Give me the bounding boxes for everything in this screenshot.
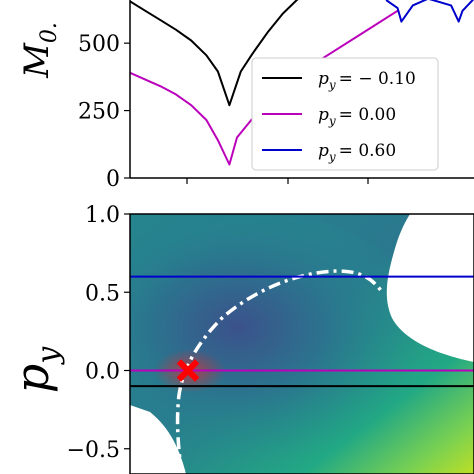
series-line: [130, 0, 299, 107]
ylabel-sub: y: [31, 346, 66, 366]
top-panel: M0. 0 250 500 py = − 0.10 py = 0.00 py = 0.60: [17, 0, 474, 192]
bottom-yticks: 1.0 0.5 0.0 −0.5: [67, 203, 130, 463]
legend-entry: py = − 0.10: [318, 69, 416, 92]
heatmap: [130, 214, 474, 474]
marker-x: [176, 359, 200, 382]
top-xticks: [186, 178, 369, 184]
top-ytick-label: 250: [78, 100, 120, 125]
legend-entry: py = 0.00: [318, 105, 396, 128]
legend-box: [251, 57, 439, 171]
ylabel-base: M: [17, 42, 57, 79]
legend: py = − 0.10 py = 0.00 py = 0.60: [251, 57, 439, 171]
heatmap-blank-top-right: [386, 214, 474, 362]
legend-entry: py = 0.60: [318, 141, 396, 164]
heatmap-blank-bottom-left: [130, 405, 186, 474]
ylabel-base: p: [5, 364, 59, 393]
bottom-ytick-label: −0.5: [67, 438, 120, 463]
bottom-ylabel-text: py: [5, 346, 66, 393]
top-yticks: 0 250 500: [78, 32, 130, 192]
bottom-ytick-label: 0.0: [85, 360, 120, 385]
top-ylabel-text: M0.: [17, 22, 62, 79]
bottom-frame: [129, 213, 474, 474]
top-ylabel: M0.: [17, 22, 62, 79]
top-ytick-label: 500: [78, 32, 120, 57]
bottom-ytick-label: 0.5: [85, 281, 120, 306]
marker-x-shape: [176, 359, 200, 382]
top-ytick-label: 0: [106, 167, 120, 192]
bottom-ytick-label: 1.0: [85, 203, 120, 228]
bottom-panel: 1.0 0.5 0.0 −0.5 py: [5, 203, 474, 474]
ylabel-sub: 0.: [37, 22, 62, 43]
bottom-ylabel: py: [5, 346, 66, 393]
series-line: [385, 0, 474, 23]
contour-dashdot: [175, 269, 384, 474]
